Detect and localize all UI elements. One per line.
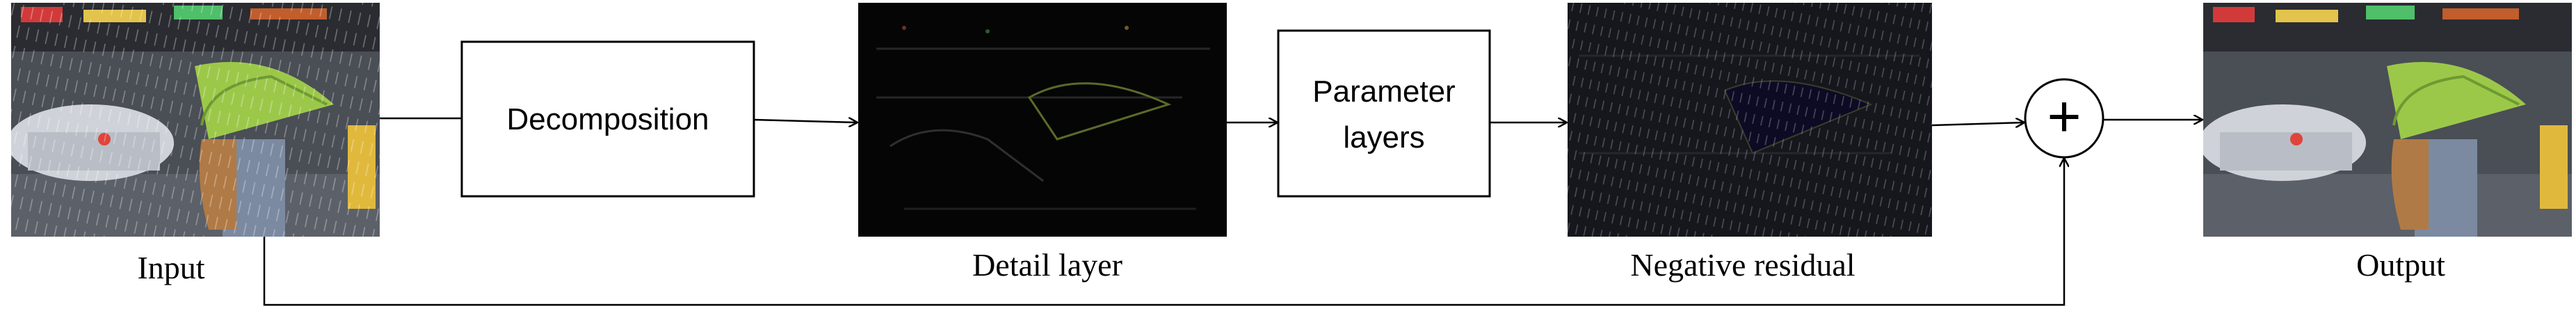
negative-residual-caption: Negative residual: [1630, 247, 1855, 283]
sum-symbol: +: [2047, 84, 2081, 149]
output-image: [2203, 3, 2572, 237]
input-caption: Input: [137, 250, 204, 285]
parameter-layers-box: [1277, 29, 1491, 198]
parameter-layers-label-line1: Parameter: [1312, 74, 1455, 109]
input-image: [11, 3, 380, 237]
edge-residual-to-sum: [1931, 123, 2024, 125]
detail-layer-image: [858, 3, 1227, 237]
decomposition-label: Decomposition: [506, 102, 709, 136]
parameter-layers-label-line2: layers: [1343, 120, 1424, 155]
edge-decomposition-to-detail: [753, 120, 857, 123]
negative-residual-image: [1568, 3, 1932, 237]
edge-input-skip-to-sum: [263, 159, 2064, 306]
detail-layer-caption: Detail layer: [972, 247, 1122, 283]
output-caption: Output: [2356, 247, 2445, 283]
